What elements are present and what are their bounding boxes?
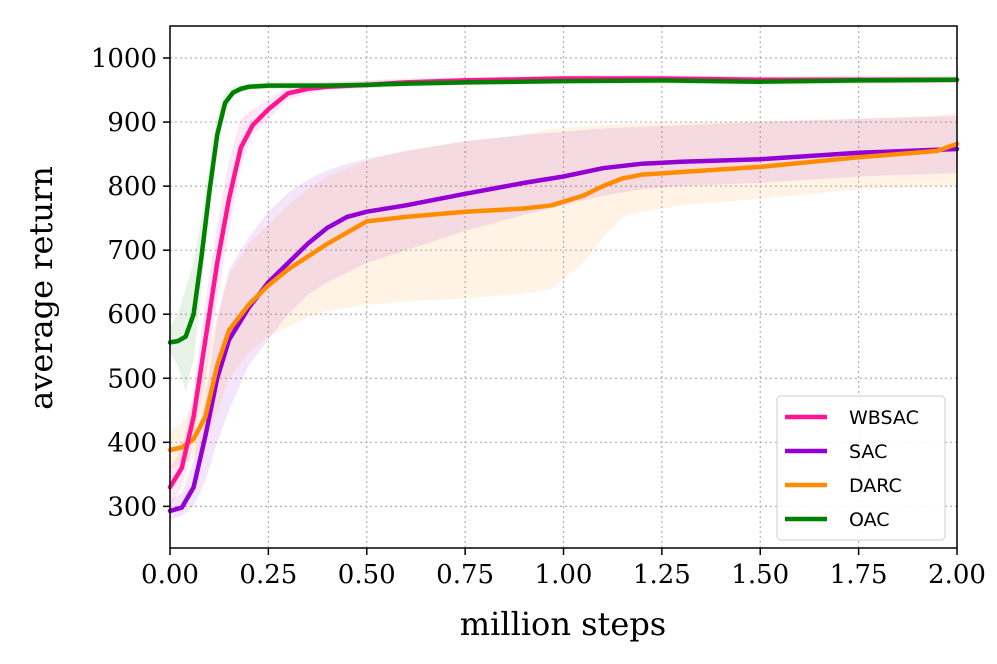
x-tick-label: 1.75 bbox=[830, 560, 888, 590]
x-tick-label: 1.25 bbox=[633, 560, 691, 590]
y-tick-label: 600 bbox=[107, 300, 157, 330]
legend-label: OAC bbox=[849, 509, 890, 531]
x-tick-label: 2.00 bbox=[928, 560, 986, 590]
x-tick-label: 0.75 bbox=[436, 560, 494, 590]
x-tick-label: 1.50 bbox=[731, 560, 789, 590]
y-tick-label: 300 bbox=[107, 492, 157, 522]
series-lines bbox=[167, 76, 960, 514]
y-tick-label: 800 bbox=[107, 172, 157, 202]
x-tick-label: 0.00 bbox=[141, 560, 199, 590]
legend-label: DARC bbox=[849, 475, 902, 497]
axis-ticks: 0.00 0.25 0.50 0.75 1.00 1.25 1.50 1.75 2.00 300 4… bbox=[91, 44, 986, 590]
x-tick-label: 0.25 bbox=[239, 560, 297, 590]
confidence-band bbox=[170, 112, 957, 468]
x-axis-title: million steps bbox=[460, 605, 666, 643]
x-tick-label: 0.50 bbox=[338, 560, 396, 590]
y-tick-label: 400 bbox=[107, 428, 157, 458]
legend-label: WBSAC bbox=[849, 407, 919, 429]
y-axis-title: average return bbox=[22, 166, 60, 410]
series-line bbox=[167, 141, 960, 453]
series-line bbox=[167, 146, 960, 514]
y-tick-label: 900 bbox=[107, 108, 157, 138]
y-tick-label: 500 bbox=[107, 364, 157, 394]
confidence-band bbox=[170, 115, 957, 520]
legend: WBSAC SAC DARC OAC bbox=[776, 395, 946, 541]
series-line bbox=[167, 77, 960, 345]
confidence-band bbox=[170, 75, 957, 507]
legend-box bbox=[776, 395, 946, 541]
legend-label: SAC bbox=[849, 441, 887, 463]
y-tick-label: 1000 bbox=[91, 44, 157, 74]
confidence-bands bbox=[170, 75, 957, 520]
x-tick-label: 1.00 bbox=[535, 560, 593, 590]
y-tick-label: 700 bbox=[107, 236, 157, 266]
